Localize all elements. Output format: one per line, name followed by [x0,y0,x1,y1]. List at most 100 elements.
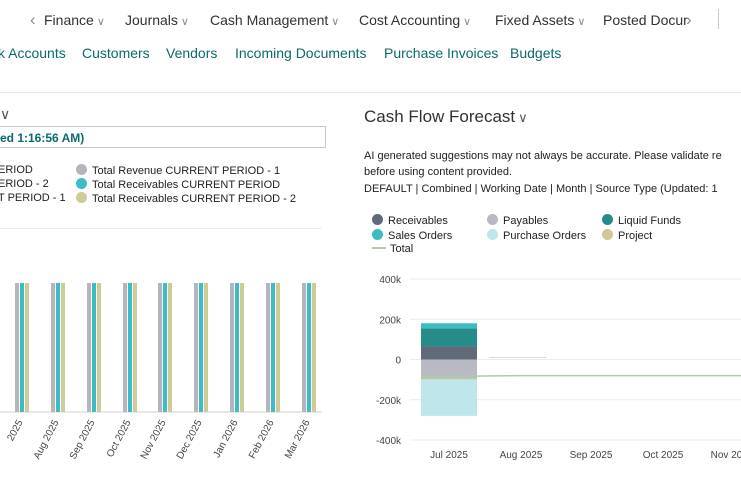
x-tick-label: Oct 2025 [105,418,134,459]
bar [92,283,96,412]
cash-flow-forecast-title[interactable]: Cash Flow Forecast ∨ [364,107,528,126]
y-tick-label: -400k [376,436,402,447]
chevron-down-icon[interactable]: ∨ [0,106,11,122]
chevron-down-icon: ∨ [331,16,340,28]
legend-item-total-receivables-2[interactable]: Total Receivables CURRENT PERIOD - 2 [76,192,296,205]
legend-item-left[interactable]: T PERIOD - 1 [0,192,66,204]
x-tick-label: Sep 2025 [570,450,613,461]
subnav-budgets[interactable]: Budgets [510,45,562,61]
legend-item-payables[interactable]: Payables [487,214,548,227]
stacked-bar-segment [421,379,477,416]
y-tick-label: 400k [379,275,402,286]
bar [194,283,198,412]
subnav-bank-accounts[interactable]: k Accounts [0,45,66,61]
y-tick-label: 200k [379,315,402,326]
nav-posted-documents[interactable]: Posted Docur [603,12,688,28]
nav-journals[interactable]: Journals ∨ [125,12,189,28]
chart-top-divider [0,228,322,229]
cash-flow-forecast-chart: 400k 200k 0 -200k -400k Jul 2025 Aug 2025 Sep 2… [376,275,741,461]
nav-cash-management[interactable]: Cash Management ∨ [210,12,340,28]
subnav-vendors[interactable]: Vendors [166,45,218,61]
ai-disclaimer: AI generated suggestions may not always … [364,148,722,180]
bar [240,283,244,412]
nav-cost-accounting[interactable]: Cost Accounting ∨ [359,12,472,28]
x-tick-label: Jul 2025 [430,450,468,461]
x-tick-label: Sep 2025 [68,418,98,461]
legend-item-total-receivables[interactable]: Total Receivables CURRENT PERIOD [76,178,280,191]
period-comparison-chart: 2025 Aug 2025 Sep 2025 Oct 2025 Nov 2025 Dec … [0,283,322,461]
x-tick-label: Mar 2026 [283,418,313,461]
x-tick-label: Jan 2026 [212,418,241,460]
nav-fixed-assets[interactable]: Fixed Assets ∨ [495,12,586,28]
chevron-left-icon[interactable]: ‹ [30,10,36,29]
x-tick-label: Aug 2025 [32,418,62,461]
legend-dot [372,214,383,225]
legend-dot [487,229,498,240]
bar [128,283,132,412]
subnav-incoming-documents[interactable]: Incoming Documents [235,45,367,61]
chevron-down-icon: ∨ [463,16,472,28]
chevron-right-icon[interactable]: › [686,10,692,29]
bar [15,283,19,412]
legend-dot [602,229,613,240]
subnav-purchase-invoices[interactable]: Purchase Invoices [384,45,499,61]
legend-dot [76,192,87,203]
legend-item-liquid-funds[interactable]: Liquid Funds [602,214,681,227]
top-navigation: ‹ Finance ∨ Journals ∨ Cash Management ∨ Co… [0,0,741,42]
stacked-bar-segment [421,323,477,329]
bar [87,283,91,412]
nav-finance[interactable]: Finance ∨ [44,12,105,28]
updated-status-box [0,126,326,148]
bar [61,283,65,412]
legend-dot [487,214,498,225]
y-tick-label: -200k [376,396,402,407]
ai-disclaimer-line: before using content provided. [364,166,512,178]
stacked-bar-segment [421,359,477,379]
bar [230,283,234,412]
legend-item-total-revenue-1[interactable]: Total Revenue CURRENT PERIOD - 1 [76,164,280,177]
bar [20,283,24,412]
chevron-down-icon: ∨ [96,16,105,28]
bar [97,283,101,412]
chevron-down-icon: ∨ [180,16,189,28]
stacked-bar-segment [421,378,477,380]
x-tick-label: Nov 2025 [139,418,169,461]
stacked-bar-segment [421,328,477,347]
x-tick-label: Dec 2025 [175,418,205,461]
legend-item-left[interactable]: ERIOD - 2 [0,178,49,190]
chevron-down-icon: ∨ [577,16,586,28]
legend-item-project[interactable]: Project [602,229,652,242]
x-tick-label: Nov 2025 [711,450,741,461]
bar [302,283,306,412]
legend-item-left[interactable]: ERIOD [0,164,33,176]
x-tick-label: Feb 2026 [247,418,277,461]
forecast-filter-summary: DEFAULT | Combined | Working Date | Mont… [364,183,718,195]
legend-item-purchase-orders[interactable]: Purchase Orders [487,229,586,242]
stacked-bar-segment [421,346,477,360]
x-tick-label: Aug 2025 [500,450,543,461]
nav-divider [718,9,719,29]
chevron-down-icon: ∨ [518,110,528,125]
legend-item-total[interactable]: Total [372,243,413,255]
bar [158,283,162,412]
bar [133,283,137,412]
bar [123,283,127,412]
subnav-customers[interactable]: Customers [82,45,150,61]
x-tick-label: Oct 2025 [643,450,684,461]
bar [235,283,239,412]
legend-dot [372,229,383,240]
legend-item-receivables[interactable]: Receivables [372,214,448,227]
total-line [420,374,741,378]
legend-item-sales-orders[interactable]: Sales Orders [372,229,452,242]
legend-dot [76,178,87,189]
bar [168,283,172,412]
legend-dot [602,214,613,225]
bar [307,283,311,412]
bar [199,283,203,412]
bar [51,283,55,412]
legend-dot [76,164,87,175]
updated-status-text: ed 1:16:56 AM) [0,131,85,145]
bar [204,283,208,412]
section-divider [0,92,741,93]
y-tick-label: 0 [395,356,401,367]
